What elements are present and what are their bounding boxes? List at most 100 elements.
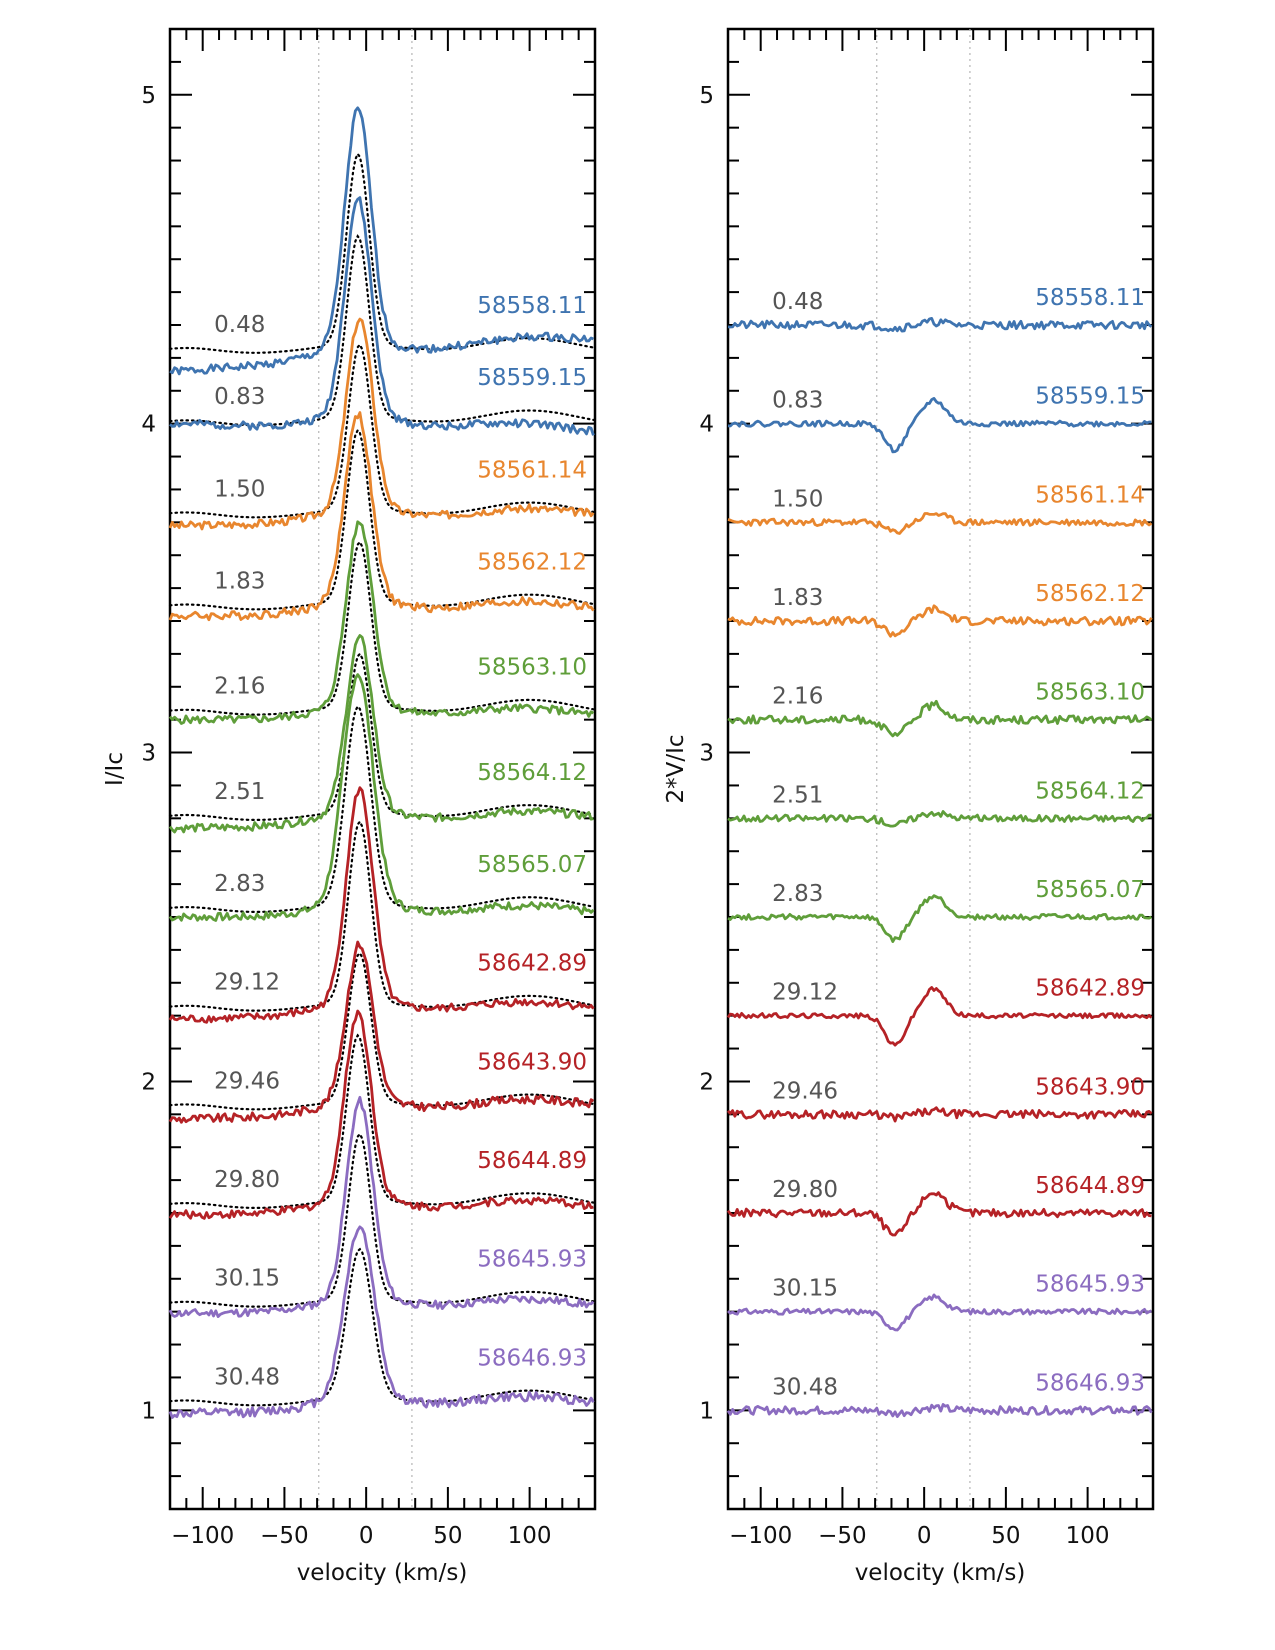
- stokes-v-phase-label: 1.83: [772, 585, 823, 611]
- stokes-v-phase-label: 29.80: [772, 1177, 838, 1203]
- stokes-i-date-label: 58559.15: [477, 365, 587, 391]
- stokes-v-phase-label: 2.16: [772, 684, 823, 710]
- stokes-v-series-line-58559.15: [727, 396, 1152, 454]
- stokes-v-date-label: 58644.89: [1035, 1173, 1145, 1199]
- stokes-v-panel: velocity (km/s) 2*V/Ic −100 −50 0 50 100 1 2 3 4…: [663, 27, 1155, 1586]
- stokes-v-date-label: 58562.12: [1035, 581, 1145, 607]
- stokes-v-y-tick-label: 3: [699, 741, 714, 767]
- stokes-i-y-tick-label: 1: [141, 1398, 156, 1424]
- stokes-i-series-line-58558.11: [169, 106, 594, 376]
- stokes-i-model-line-58564.12: [168, 652, 595, 822]
- stokes-v-series-line-58645.93: [727, 1293, 1152, 1332]
- stokes-v-date-label: 58563.10: [1035, 680, 1145, 706]
- stokes-v-series-line-58644.89: [726, 1191, 1152, 1237]
- stokes-i-x-tick-label: 0: [359, 1523, 374, 1549]
- stokes-i-phase-label: 30.48: [214, 1364, 280, 1390]
- stokes-v-series-line-58643.90: [726, 1106, 1153, 1123]
- stokes-v-phase-label: 2.83: [772, 881, 823, 907]
- stokes-i-series-line-58561.14: [168, 317, 595, 531]
- stokes-v-y-tick-label: 1: [699, 1398, 714, 1424]
- stokes-i-x-axis-title: velocity (km/s): [297, 1560, 468, 1586]
- stokes-i-series-line-58642.89: [168, 786, 595, 1024]
- stokes-v-date-label: 58561.14: [1035, 482, 1145, 508]
- stokes-i-y-tick-label: 5: [141, 83, 156, 109]
- stokes-v-date-label: 58558.11: [1035, 285, 1145, 311]
- stokes-v-x-tick-label: 0: [917, 1523, 932, 1549]
- stokes-i-model-line-58642.89: [168, 819, 595, 1012]
- stokes-i-model-line-58562.12: [168, 428, 595, 611]
- stokes-v-x-tick-label: 50: [991, 1523, 1020, 1549]
- stokes-v-phase-label: 1.50: [772, 486, 823, 512]
- stokes-i-model-line-58645.93: [168, 1132, 595, 1308]
- stokes-v-series-line-58565.07: [727, 894, 1153, 943]
- stokes-i-series-line-58562.12: [168, 411, 595, 622]
- stokes-i-model-line-58565.07: [168, 704, 595, 914]
- stokes-i-model-line-58561.14: [168, 342, 595, 519]
- stokes-i-y-tick-label: 2: [141, 1069, 156, 1095]
- stokes-i-x-tick-label: −50: [260, 1523, 309, 1549]
- stokes-i-phase-label: 2.51: [214, 779, 265, 805]
- stokes-i-panel: velocity (km/s) I/Ic −100 −50 0 50 100 1 2 3 4 5 0…: [102, 27, 597, 1586]
- stokes-i-y-tick-label: 4: [141, 412, 156, 438]
- stokes-i-date-label: 58563.10: [477, 655, 587, 681]
- stokes-i-phase-label: 29.12: [214, 970, 280, 996]
- stokes-v-x-tick-label: −100: [729, 1523, 792, 1549]
- stokes-v-y-tick-label: 2: [699, 1069, 714, 1095]
- stokes-i-date-label: 58646.93: [477, 1345, 587, 1371]
- stokes-i-series-line-58563.10: [168, 520, 595, 725]
- stokes-i-date-label: 58565.07: [477, 852, 587, 878]
- stokes-i-date-label: 58561.14: [477, 457, 587, 483]
- stokes-v-date-label: 58642.89: [1035, 976, 1145, 1002]
- stokes-i-phase-label: 1.50: [214, 476, 265, 502]
- stokes-v-x-tick-label: 100: [1066, 1523, 1110, 1549]
- stokes-i-phase-label: 1.83: [214, 568, 265, 594]
- stokes-v-series-line-58563.10: [727, 699, 1153, 738]
- stokes-i-model-line-58644.89: [168, 1033, 595, 1210]
- stokes-i-date-label: 58643.90: [477, 1049, 587, 1075]
- stokes-v-date-label: 58643.90: [1035, 1074, 1145, 1100]
- stokes-v-phase-label: 0.83: [772, 388, 823, 414]
- stokes-v-series-line-58646.93: [726, 1403, 1153, 1418]
- stokes-v-x-axis-title: velocity (km/s): [855, 1560, 1026, 1586]
- stokes-i-date-label: 58642.89: [477, 951, 587, 977]
- stokes-i-y-axis-title: I/Ic: [102, 752, 128, 786]
- stokes-v-phase-label: 29.12: [772, 980, 838, 1006]
- stokes-i-series-line-58559.15: [169, 196, 595, 436]
- stokes-i-x-tick-label: 100: [508, 1523, 552, 1549]
- stokes-i-phase-label: 2.16: [214, 674, 265, 700]
- stokes-v-series-line-58564.12: [727, 810, 1152, 828]
- stokes-v-y-tick-label: 5: [699, 83, 714, 109]
- stokes-i-model-line-58646.93: [168, 1247, 595, 1407]
- stokes-i-model-line-58558.11: [168, 151, 595, 354]
- stokes-i-model-line-58643.90: [168, 951, 595, 1111]
- stokes-i-phase-label: 30.15: [214, 1266, 280, 1292]
- stokes-v-phase-label: 29.46: [772, 1078, 838, 1104]
- stokes-v-date-label: 58646.93: [1035, 1370, 1145, 1396]
- stokes-i-phase-label: 2.83: [214, 871, 265, 897]
- stokes-v-series-line-58642.89: [726, 986, 1153, 1047]
- stokes-i-phase-label: 29.46: [214, 1068, 280, 1094]
- stokes-i-date-label: 58644.89: [477, 1148, 587, 1174]
- stokes-v-phase-label: 30.15: [772, 1276, 838, 1302]
- stokes-i-phase-label: 0.48: [214, 312, 265, 338]
- stokes-v-date-label: 58564.12: [1035, 778, 1145, 804]
- stokes-v-date-label: 58559.15: [1035, 384, 1145, 410]
- stokes-v-date-label: 58645.93: [1035, 1272, 1145, 1298]
- stokes-v-phase-label: 2.51: [772, 782, 823, 808]
- stokes-v-series-line-58561.14: [727, 512, 1153, 535]
- stokes-i-date-label: 58645.93: [477, 1247, 587, 1273]
- stokes-v-x-tick-label: −50: [818, 1523, 867, 1549]
- stokes-i-series-line-58565.07: [168, 673, 595, 922]
- stokes-i-model-line-58563.10: [168, 540, 595, 716]
- stokes-i-date-label: 58562.12: [477, 549, 587, 575]
- stokes-i-series-line-58643.90: [168, 940, 595, 1124]
- stokes-i-series-line-58646.93: [168, 1225, 595, 1419]
- stokes-i-series-line-58645.93: [168, 1095, 595, 1318]
- stokes-i-series-line-58644.89: [168, 1009, 594, 1220]
- stokes-i-phase-label: 0.83: [214, 384, 265, 410]
- stokes-i-series-line-58564.12: [168, 634, 594, 834]
- stokes-i-phase-label: 29.80: [214, 1167, 280, 1193]
- stokes-i-y-tick-label: 3: [141, 741, 156, 767]
- stokes-i-x-tick-label: 50: [433, 1523, 462, 1549]
- stokes-i-date-label: 58558.11: [477, 293, 587, 319]
